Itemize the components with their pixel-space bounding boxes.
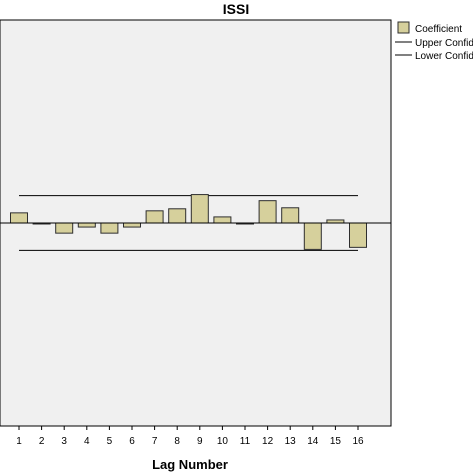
legend-swatch-coefficient	[397, 21, 410, 34]
x-tick-label: 3	[61, 436, 67, 447]
bar-lag-16	[349, 222, 367, 248]
x-tick-label: 15	[330, 436, 342, 447]
legend-label-lower: Lower Confidence Limit	[415, 51, 473, 62]
x-tick-label: 13	[285, 436, 297, 447]
x-axis-ticks: 1 2 3 4 5 6 7 8 9 10 11 12 13 14 15 16	[16, 426, 364, 447]
x-tick-label: 10	[217, 436, 229, 447]
bar-lag-1	[10, 212, 28, 224]
bar-lag-14	[303, 222, 322, 250]
x-tick-label: 4	[84, 436, 90, 447]
x-tick-label: 2	[39, 436, 45, 447]
legend: Coefficient Upper Confidence Limit Lower…	[395, 21, 473, 62]
x-axis-title: Lag Number	[152, 457, 228, 472]
confidence-lines	[19, 195, 358, 251]
bar-lag-6	[123, 222, 141, 228]
bar-lag-5	[100, 222, 119, 234]
x-tick-label: 8	[174, 436, 180, 447]
bar-lag-10	[213, 216, 232, 224]
x-tick-label: 12	[262, 436, 274, 447]
bar-lag-3	[55, 222, 74, 234]
x-tick-label: 14	[307, 436, 319, 447]
legend-label-coefficient: Coefficient	[415, 24, 462, 35]
x-tick-label: 5	[107, 436, 113, 447]
x-tick-label: 1	[16, 436, 22, 447]
x-tick-label: 16	[352, 436, 364, 447]
bar-lag-4	[77, 222, 96, 228]
x-tick-label: 9	[197, 436, 203, 447]
x-tick-label: 6	[129, 436, 135, 447]
x-tick-label: 11	[240, 436, 251, 447]
x-tick-label: 7	[152, 436, 158, 447]
bar-lag-8	[168, 208, 187, 224]
bar-lag-7	[145, 210, 164, 224]
bar-lag-12	[258, 200, 277, 224]
legend-label-upper: Upper Confidence Limit	[415, 38, 473, 49]
chart-title: ISSI	[223, 1, 249, 17]
bar-lag-13	[281, 207, 300, 224]
bar-lag-9	[190, 194, 209, 224]
